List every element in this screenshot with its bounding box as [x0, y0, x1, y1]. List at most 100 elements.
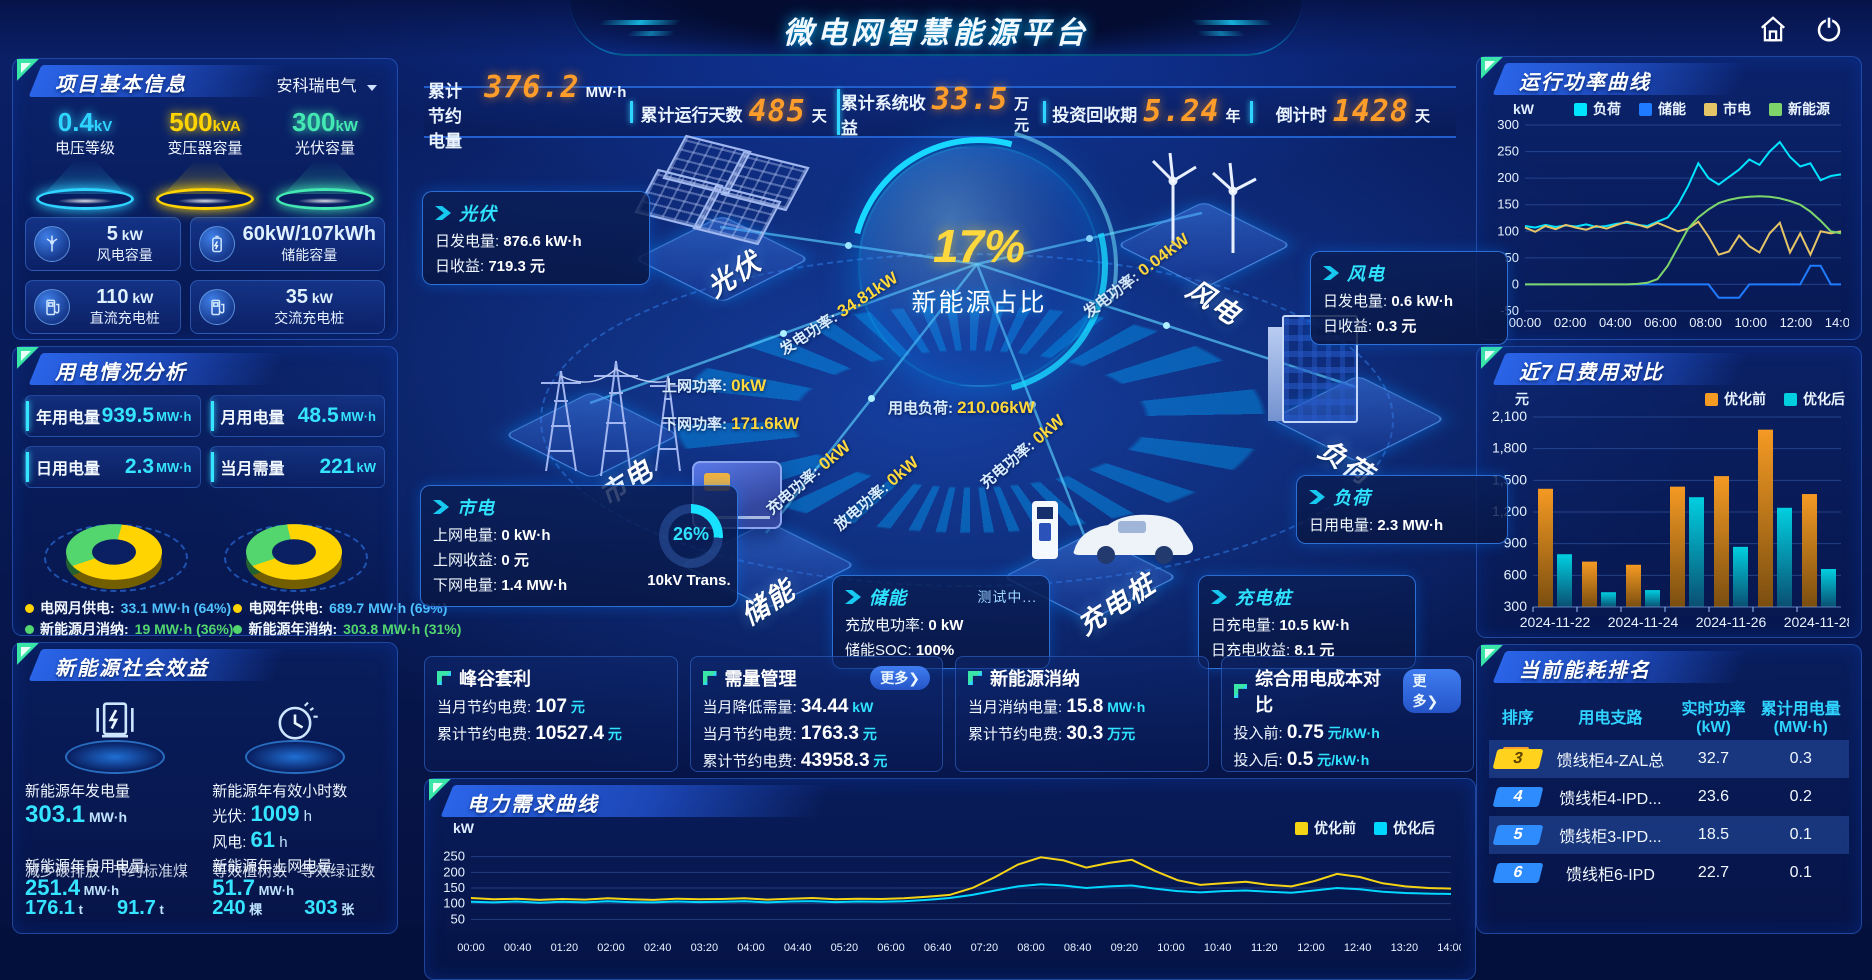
- panel-usage-analysis: 用电情况分析 年用电量 939.5 MW·h 月用电量 48.5 MW·h 日用电量 2.3 M…: [12, 346, 461, 637]
- rank-cell: 4: [1489, 778, 1546, 816]
- donut-legend: 电网年供电: 689.7 MW·h (69%) 新能源年消纳: 303.8 MW·h …: [233, 598, 461, 640]
- table-row[interactable]: 4 馈线柜4-IPD... 23.6 0.2: [1489, 778, 1849, 816]
- y-axis-unit: kW: [1513, 101, 1534, 117]
- card-row: 当月节约电费: 107 元: [437, 696, 585, 717]
- energy-cell: 0.3: [1789, 749, 1812, 767]
- home-icon[interactable]: [1758, 14, 1788, 44]
- svg-text:300: 300: [1504, 598, 1528, 614]
- legend-item[interactable]: 优化后: [1374, 818, 1435, 838]
- device-stat-box: 5 kW 风电容量: [25, 217, 181, 272]
- legend-item[interactable]: 新能源: [1769, 99, 1830, 119]
- kpi-value: 5.24: [1143, 94, 1220, 129]
- svg-text:04:00: 04:00: [1599, 315, 1632, 330]
- table-row[interactable]: 3 馈线柜4-ZAL总 32.7 0.3: [1489, 739, 1849, 778]
- grid-illustration-icon: [516, 331, 706, 486]
- svg-text:06:00: 06:00: [877, 942, 905, 954]
- chevron-right-icon: [433, 500, 449, 514]
- card-row: 当月消纳电量: 15.8 MW·h: [968, 696, 1146, 717]
- card-row: 投入后: 0.5 元/kW·h: [1233, 749, 1370, 770]
- power-cell: 18.5: [1697, 825, 1730, 843]
- legend-label: 优化前: [1724, 391, 1766, 407]
- rank-badge: 6: [1492, 862, 1544, 883]
- dc-charger-icon: [34, 289, 70, 326]
- company-select[interactable]: 安科瑞电气: [277, 72, 377, 96]
- table-row[interactable]: 6 馈线柜6-IPD 22.7 0.1: [1489, 854, 1849, 892]
- callout-charger: 充电桩 日充电量: 10.5 kW·h 日充电收益: 8.1 元: [1198, 575, 1416, 669]
- benefit-label: 减少碳排放: [25, 863, 101, 880]
- device-stat-box: 35 kW 交流充电桩: [189, 280, 385, 335]
- usage-label: 年用电量: [36, 410, 101, 427]
- power-icon[interactable]: [1814, 14, 1844, 44]
- company-name: 安科瑞电气: [276, 78, 357, 95]
- svg-text:13:20: 13:20: [1391, 942, 1419, 954]
- svg-text:14:00: 14:00: [1825, 315, 1849, 330]
- glow-ring-icon: [156, 188, 254, 211]
- svg-text:100: 100: [1497, 223, 1519, 238]
- callout-pv: 光伏 日发电量: 876.6 kW·h 日收益: 719.3 元: [422, 191, 650, 285]
- capacity-label: 电压等级: [54, 140, 115, 158]
- panel-power-curve: 运行功率曲线 kW 负荷 储能 市电 新能源 300 250 200 150 100 50 0 -5…: [1476, 56, 1862, 340]
- callout-row: 上网电量: 0 kW·h: [433, 527, 551, 544]
- svg-text:150: 150: [443, 880, 465, 895]
- benefit-cards-row: 峰谷套利 当月节约电费: 107 元累计节约电费: 10527.4 元需量管理 更多…: [424, 656, 1474, 772]
- device-value: 35 kW: [285, 286, 333, 309]
- device-stat-box: 110 kW 直流充电桩: [25, 280, 181, 335]
- benefit-secondary-item: 新能源年上网电量 等效植树数 等效绿证数 51.7 MW·h 240 棵 303 张: [212, 855, 385, 919]
- svg-text:250: 250: [1497, 144, 1519, 159]
- legend-item[interactable]: 负荷: [1574, 99, 1621, 119]
- more-button[interactable]: 更多❯: [870, 666, 930, 690]
- ac-charger-icon: [198, 289, 235, 326]
- node-grid: [504, 343, 686, 483]
- card-row: 累计节约电费: 10527.4 元: [437, 723, 622, 744]
- svg-text:2024-11-26: 2024-11-26: [1696, 614, 1767, 630]
- svg-text:150: 150: [1497, 197, 1519, 212]
- node-wind: [1116, 152, 1292, 293]
- capacity-label: 变压器容量: [167, 140, 243, 158]
- kpi-label: 累计节约电量: [428, 81, 462, 151]
- svg-text:02:40: 02:40: [644, 942, 672, 954]
- legend-row: 新能源月消纳: 19 MW·h (36%): [25, 619, 233, 640]
- capacity-stat: 0.4kV 电压等级: [30, 108, 140, 211]
- legend-name: 电网月供电:: [40, 600, 115, 616]
- table-row[interactable]: 5 馈线柜3-IPD... 18.5 0.1: [1489, 815, 1849, 854]
- svg-text:12:40: 12:40: [1344, 942, 1372, 954]
- device-value: 60kW/107kWh: [242, 223, 376, 246]
- svg-text:14:00: 14:00: [1437, 942, 1461, 954]
- benefit-card: 峰谷套利 当月节约电费: 107 元累计节约电费: 10527.4 元: [424, 656, 678, 772]
- legend-label: 优化后: [1803, 391, 1845, 407]
- title-backdrop: [570, 0, 1302, 56]
- legend-label: 新能源: [1788, 101, 1830, 117]
- svg-text:08:00: 08:00: [1017, 942, 1045, 954]
- device-stat-box: 60kW/107kWh 储能容量: [189, 217, 385, 272]
- legend-item[interactable]: 优化前: [1295, 818, 1356, 838]
- transformer-gauge: [659, 504, 723, 568]
- panel-energy-ranking: 当前能耗排名 排序 用电支路 实时功率 (kW) 累计用电量 (MW·h) 3 馈线柜4-ZA…: [1476, 644, 1862, 934]
- card-row: 累计节约电费: 43958.3 元: [702, 750, 888, 771]
- svg-text:11:20: 11:20: [1251, 942, 1278, 954]
- legend-item[interactable]: 储能: [1639, 99, 1686, 119]
- usage-value: 221: [319, 455, 355, 478]
- donut-legend: 电网月供电: 33.1 MW·h (64%) 新能源月消纳: 19 MW·h (36%…: [25, 598, 233, 640]
- energy-cell: 0.1: [1789, 825, 1812, 843]
- wind-icon: [34, 226, 70, 263]
- benefit-secondary-item: 新能源年自用电量 减少碳排放 节约标准煤 251.4 MW·h 176.1 t 91.7 …: [25, 855, 198, 919]
- callout-row: 储能SOC: 100%: [845, 642, 955, 659]
- card-corner-icon: [702, 671, 717, 685]
- device-label: 储能容量: [281, 247, 338, 264]
- benefit-label: 新能源年有效小时数: [212, 783, 348, 800]
- callout-title: 风电: [1323, 260, 1495, 286]
- legend-value: 303.8 MW·h (31%): [343, 621, 462, 637]
- cost-compare-chart: 2,100 1,800 1,500 1,200 900 600 300 2024-11-22 2…: [1485, 408, 1855, 640]
- legend-name: 新能源月消纳:: [40, 621, 129, 637]
- svg-text:50: 50: [1505, 250, 1519, 265]
- legend-item[interactable]: 市电: [1704, 99, 1751, 119]
- legend-dot-icon: [25, 625, 34, 634]
- more-button[interactable]: 更多❯: [1402, 669, 1461, 713]
- column-header: 用电支路: [1578, 710, 1643, 728]
- legend-item[interactable]: 优化前: [1705, 389, 1766, 409]
- legend-item[interactable]: 优化后: [1784, 389, 1845, 409]
- benefit-value: 303 张: [304, 897, 355, 919]
- y-axis-unit: kW: [453, 820, 474, 836]
- chevron-right-icon: [1323, 266, 1339, 280]
- legend-dot-icon: [233, 625, 243, 634]
